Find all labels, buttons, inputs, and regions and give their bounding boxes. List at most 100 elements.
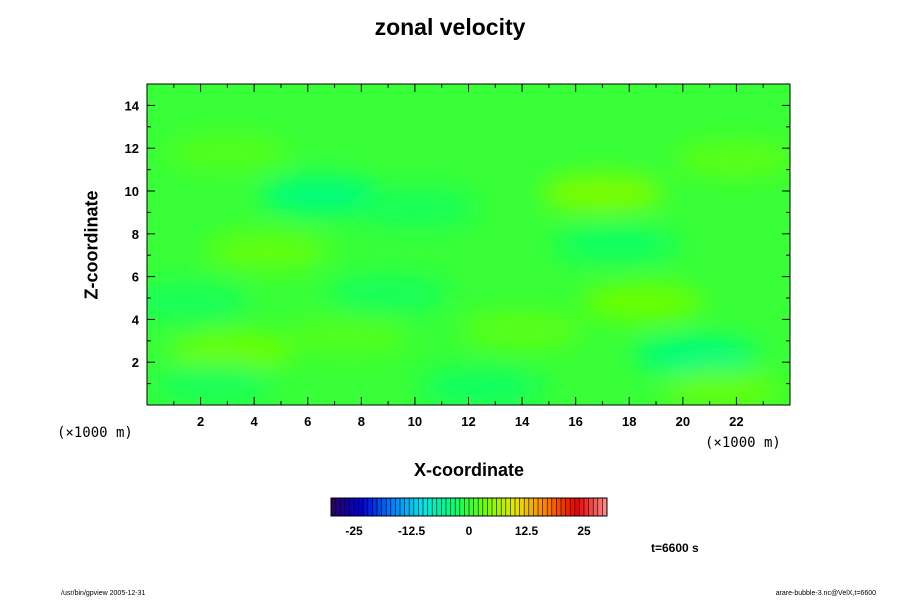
heatmap-feature: [286, 317, 410, 356]
x-tick-label: 4: [251, 414, 259, 429]
y-axis-unit: (×1000 m): [57, 425, 133, 441]
colorbar-segment: [542, 498, 548, 516]
heatmap-feature: [147, 283, 249, 322]
colorbar-frame: [330, 497, 608, 517]
colorbar-segment: [400, 498, 405, 516]
colorbar-segment: [519, 498, 525, 516]
colorbar-segment: [473, 498, 479, 516]
x-tick-label: 18: [622, 414, 636, 429]
colorbar-tick-label: 12.5: [515, 524, 539, 538]
y-tick-label: 12: [125, 141, 139, 156]
y-tick-label: 10: [125, 184, 139, 199]
colorbar-segment: [588, 498, 594, 516]
x-tick-label: 14: [515, 414, 530, 429]
x-tick-label: 20: [676, 414, 690, 429]
heatmap-feature: [353, 188, 477, 228]
colorbar-segment: [602, 498, 608, 516]
colorbar-segment: [358, 498, 364, 516]
x-tick-label: 6: [304, 414, 311, 429]
colorbar-segment: [510, 498, 516, 516]
colorbar-segment: [501, 498, 507, 516]
y-tick-label: 4: [132, 312, 140, 327]
colorbar-segment: [413, 498, 419, 516]
colorbar-tick-label: 0: [466, 524, 473, 538]
colorbar-segment: [464, 498, 470, 516]
colorbar-tick-label: -25: [345, 524, 363, 538]
heatmap-feature: [581, 283, 705, 322]
x-tick-label: 8: [358, 414, 365, 429]
colorbar-segment: [432, 498, 438, 516]
colorbar-segment: [515, 498, 520, 516]
heatmap-feature: [259, 176, 383, 215]
colorbar-segment: [551, 498, 557, 516]
colorbar-segment: [528, 498, 534, 516]
colorbar-segment: [354, 498, 359, 516]
colorbar-segment: [377, 498, 382, 516]
heatmap-feature: [420, 368, 544, 405]
colorbar-segment: [533, 498, 539, 516]
heatmap-feature: [540, 173, 665, 213]
heatmap-field: [147, 84, 790, 405]
colorbar-segment: [487, 498, 493, 516]
colorbar-segment: [427, 498, 433, 516]
colorbar-segment: [492, 498, 497, 516]
chart-title: zonal velocity: [374, 14, 526, 40]
colorbar-tick-label: -12.5: [398, 524, 426, 538]
colorbar-segment: [524, 498, 530, 516]
colorbar-segment: [441, 498, 447, 516]
colorbar-segment: [579, 498, 585, 516]
y-tick-label: 14: [125, 98, 140, 113]
y-axis: 2 4 6 8 10 12 14: [125, 98, 790, 385]
y-tick-label: 8: [132, 227, 139, 242]
colorbar-segment: [395, 498, 401, 516]
footer-left: /usr/bin/gpview 2005-12-31: [61, 590, 146, 597]
colorbar-segment: [561, 498, 566, 516]
colorbar-segment: [349, 498, 355, 516]
colorbar-segment: [455, 498, 461, 516]
colorbar: -25 -12.5 0 12.5 25: [330, 497, 608, 538]
heatmap-feature: [554, 225, 678, 264]
heatmap-features: [147, 133, 790, 405]
time-label: t=6600 s: [651, 541, 699, 555]
colorbar-segment: [505, 498, 511, 516]
heatmap-feature: [165, 133, 289, 172]
colorbar-segment: [482, 498, 488, 516]
x-axis-unit: (×1000 m): [705, 435, 781, 451]
x-tick-label: 12: [461, 414, 475, 429]
colorbar-segment: [381, 498, 387, 516]
colorbar-segment: [340, 498, 346, 516]
x-tick-label: 16: [568, 414, 582, 429]
colorbar-segment: [584, 498, 589, 516]
colorbar-segment: [372, 498, 378, 516]
colorbar-segment: [565, 498, 571, 516]
heatmap-feature: [326, 274, 450, 313]
colorbar-segment: [478, 498, 484, 516]
colorbar-segment: [450, 498, 456, 516]
heatmap-feature: [460, 310, 584, 350]
colorbar-segment: [538, 498, 543, 516]
y-axis-label: Z-coordinate: [81, 190, 102, 300]
heatmap-feature: [171, 332, 295, 371]
colorbar-segment: [367, 498, 373, 516]
colorbar-segment: [436, 498, 442, 516]
x-tick-label: 2: [197, 414, 204, 429]
heatmap-feature: [205, 231, 330, 271]
colorbar-segment: [446, 498, 451, 516]
y-tick-label: 6: [132, 270, 139, 285]
colorbar-segment: [418, 498, 424, 516]
colorbar-segment: [423, 498, 428, 516]
colorbar-segment: [390, 498, 396, 516]
colorbar-segment: [409, 498, 415, 516]
colorbar-segment: [547, 498, 553, 516]
colorbar-tick-label: 25: [577, 524, 591, 538]
heatmap-feature: [661, 370, 785, 405]
colorbar-segment: [404, 498, 410, 516]
colorbar-segment: [363, 498, 369, 516]
colorbar-segment: [344, 498, 350, 516]
x-axis-label: X-coordinate: [413, 460, 524, 480]
heatmap-feature: [634, 336, 758, 376]
colorbar-segment: [469, 498, 474, 516]
x-axis: 2 4 6 8 10 12 14 16 18 20 22: [173, 84, 764, 429]
colorbar-segment: [593, 498, 599, 516]
